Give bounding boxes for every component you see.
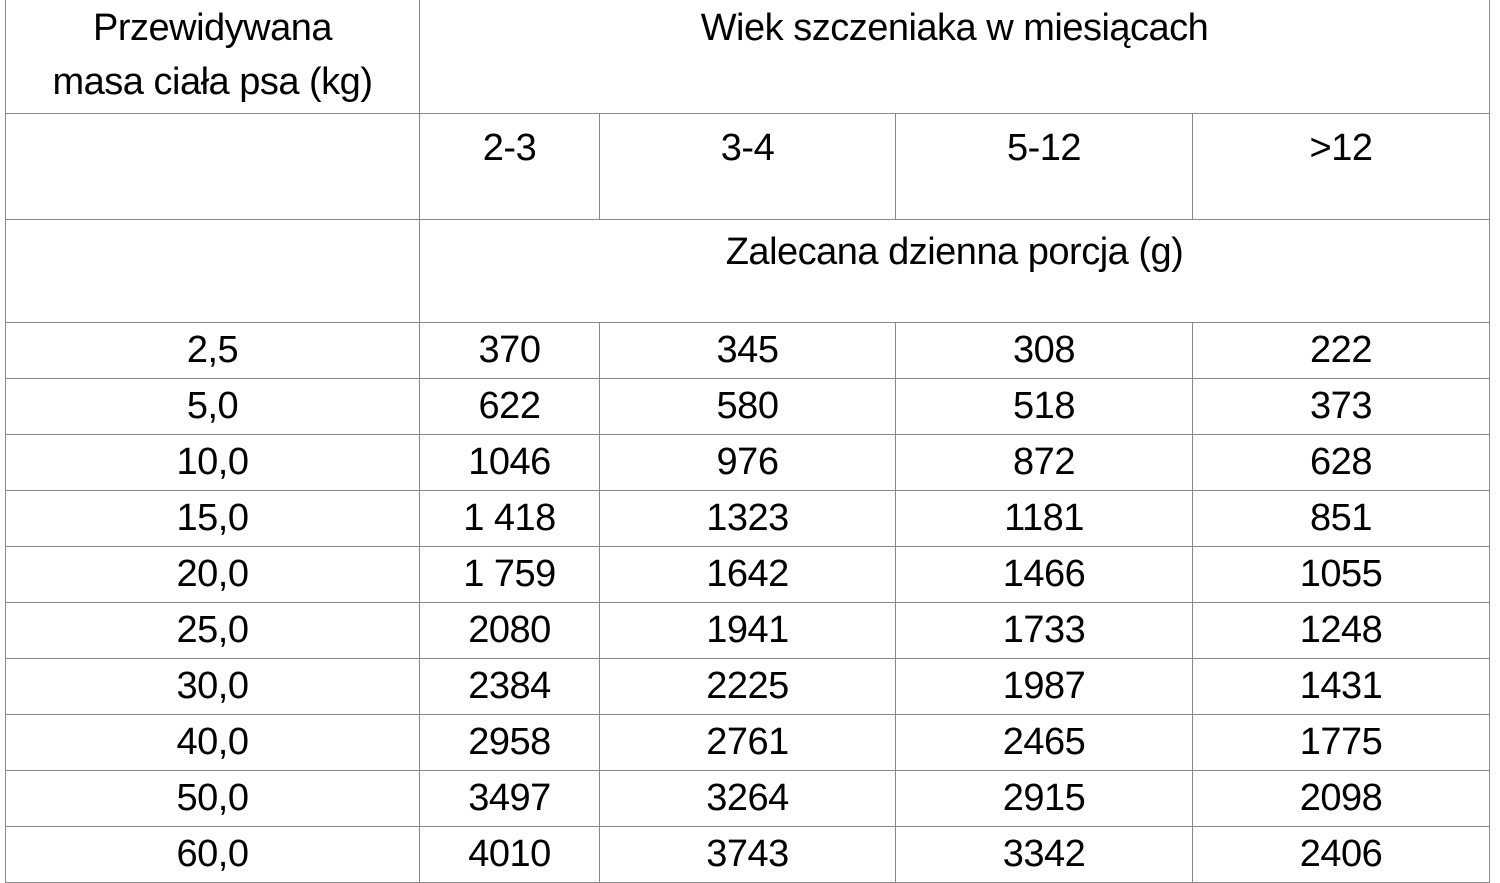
mass-cell: 50,0 xyxy=(5,770,420,827)
portion-cell: 1466 xyxy=(895,546,1193,603)
portion-cell: 2761 xyxy=(599,714,896,771)
mass-cell: 40,0 xyxy=(5,714,420,771)
portion-cell: 3264 xyxy=(599,770,896,827)
portion-cell: 1941 xyxy=(599,602,896,659)
portion-cell: 2080 xyxy=(419,602,600,659)
age-group-3-4: 3-4 xyxy=(599,113,896,220)
table-row: 40,0 2958 2761 2465 1775 xyxy=(5,714,1490,771)
mass-header-line1: Przewidywana xyxy=(93,7,333,49)
portion-cell: 373 xyxy=(1192,378,1490,435)
portion-cell: 1775 xyxy=(1192,714,1490,771)
portion-cell: 628 xyxy=(1192,434,1490,491)
portion-cell: 2915 xyxy=(895,770,1193,827)
empty-cell xyxy=(5,219,420,323)
portion-cell: 2098 xyxy=(1192,770,1490,827)
portion-header: Zalecana dzienna porcja (g) xyxy=(419,219,1490,323)
portion-cell: 872 xyxy=(895,434,1193,491)
portion-cell: 1055 xyxy=(1192,546,1490,603)
portion-cell: 2958 xyxy=(419,714,600,771)
portion-cell: 622 xyxy=(419,378,600,435)
portion-cell: 3743 xyxy=(599,826,896,883)
portion-cell: 2406 xyxy=(1192,826,1490,883)
mass-header-line2: masa ciała psa (kg) xyxy=(52,61,373,103)
portion-cell: 2225 xyxy=(599,658,896,715)
table-row: 2,5 370 345 308 222 xyxy=(5,322,1490,379)
mass-cell: 20,0 xyxy=(5,546,420,603)
mass-cell: 2,5 xyxy=(5,322,420,379)
age-group-2-3: 2-3 xyxy=(419,113,600,220)
portion-header-row: Zalecana dzienna porcja (g) xyxy=(5,219,1490,323)
portion-cell: 308 xyxy=(895,322,1193,379)
table-row: 50,0 3497 3264 2915 2098 xyxy=(5,770,1490,827)
mass-cell: 15,0 xyxy=(5,490,420,547)
table-row: 15,0 1 418 1323 1181 851 xyxy=(5,490,1490,547)
portion-cell: 3497 xyxy=(419,770,600,827)
portion-cell: 1987 xyxy=(895,658,1193,715)
age-group-over-12: >12 xyxy=(1192,113,1490,220)
mass-cell: 30,0 xyxy=(5,658,420,715)
table-row: 25,0 2080 1941 1733 1248 xyxy=(5,602,1490,659)
table-row: 30,0 2384 2225 1987 1431 xyxy=(5,658,1490,715)
portion-cell: 851 xyxy=(1192,490,1490,547)
portion-cell: 1181 xyxy=(895,490,1193,547)
portion-cell: 1733 xyxy=(895,602,1193,659)
portion-cell: 3342 xyxy=(895,826,1193,883)
mass-cell: 60,0 xyxy=(5,826,420,883)
portion-cell: 1431 xyxy=(1192,658,1490,715)
portion-cell: 580 xyxy=(599,378,896,435)
mass-cell: 10,0 xyxy=(5,434,420,491)
table-row: 10,0 1046 976 872 628 xyxy=(5,434,1490,491)
mass-cell: 5,0 xyxy=(5,378,420,435)
portion-cell: 1642 xyxy=(599,546,896,603)
portion-cell: 976 xyxy=(599,434,896,491)
age-groups-row: 2-3 3-4 5-12 >12 xyxy=(5,113,1490,220)
portion-cell: 370 xyxy=(419,322,600,379)
table-row: 60,0 4010 3743 3342 2406 xyxy=(5,826,1490,883)
header-row: Przewidywana masa ciała psa (kg) Wiek sz… xyxy=(5,0,1490,114)
feeding-table: Przewidywana masa ciała psa (kg) Wiek sz… xyxy=(5,0,1490,883)
portion-cell: 1248 xyxy=(1192,602,1490,659)
portion-cell: 2465 xyxy=(895,714,1193,771)
mass-cell: 25,0 xyxy=(5,602,420,659)
portion-cell: 222 xyxy=(1192,322,1490,379)
table-row: 20,0 1 759 1642 1466 1055 xyxy=(5,546,1490,603)
age-header: Wiek szczeniaka w miesiącach xyxy=(419,0,1490,114)
table-row: 5,0 622 580 518 373 xyxy=(5,378,1490,435)
portion-cell: 1 759 xyxy=(419,546,600,603)
portion-cell: 4010 xyxy=(419,826,600,883)
portion-cell: 518 xyxy=(895,378,1193,435)
portion-cell: 1 418 xyxy=(419,490,600,547)
mass-header: Przewidywana masa ciała psa (kg) xyxy=(5,0,420,114)
portion-cell: 345 xyxy=(599,322,896,379)
age-group-5-12: 5-12 xyxy=(895,113,1193,220)
portion-cell: 2384 xyxy=(419,658,600,715)
portion-cell: 1046 xyxy=(419,434,600,491)
empty-cell xyxy=(5,113,420,220)
portion-cell: 1323 xyxy=(599,490,896,547)
